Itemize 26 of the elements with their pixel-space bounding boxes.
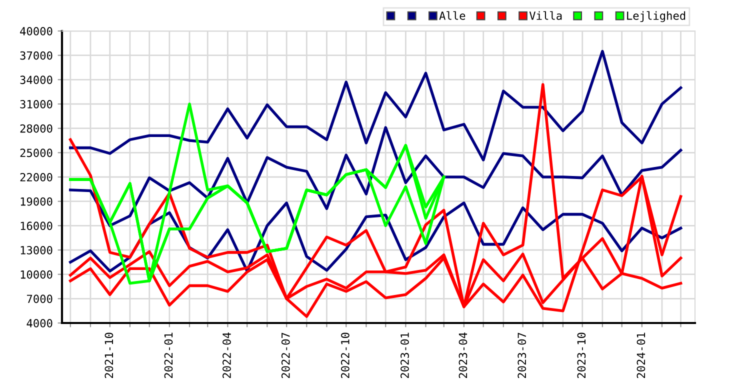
y-tick-label: 10000 — [20, 270, 52, 279]
y-tick-label: 37000 — [20, 51, 52, 60]
y-tick-label: 28000 — [20, 124, 52, 133]
x-tick-label: 2022-04 — [222, 332, 231, 378]
y-tick-label: 13000 — [20, 246, 52, 254]
x-tick-label: 2022-10 — [340, 332, 350, 378]
x-tick-label: 2021-10 — [104, 332, 114, 378]
x-tick-label: 2023-01 — [400, 332, 409, 378]
y-tick-label: 34000 — [20, 76, 52, 84]
x-tick-label: 2023-04 — [458, 332, 468, 378]
x-tick-label: 2023-07 — [518, 332, 526, 378]
y-tick-label: 4000 — [26, 319, 52, 328]
y-tick-label: 31000 — [20, 100, 52, 108]
y-tick-label: 19000 — [20, 197, 52, 206]
legend-label: Alle — [439, 11, 466, 20]
x-tick-label: 2022-01 — [164, 332, 173, 378]
y-tick-label: 7000 — [26, 294, 52, 304]
legend-label: Villa — [529, 11, 562, 20]
x-tick-label: 2023-10 — [577, 332, 586, 378]
y-tick-label: 22000 — [20, 173, 52, 182]
legend-label: Lejlighed — [627, 11, 686, 22]
y-tick-label: 40000 — [20, 27, 52, 36]
y-tick-label: 25000 — [20, 148, 52, 158]
y-tick-label: 16000 — [20, 222, 52, 230]
x-tick-label: 2024-01 — [636, 332, 646, 378]
x-tick-label: 2022-07 — [281, 332, 290, 378]
